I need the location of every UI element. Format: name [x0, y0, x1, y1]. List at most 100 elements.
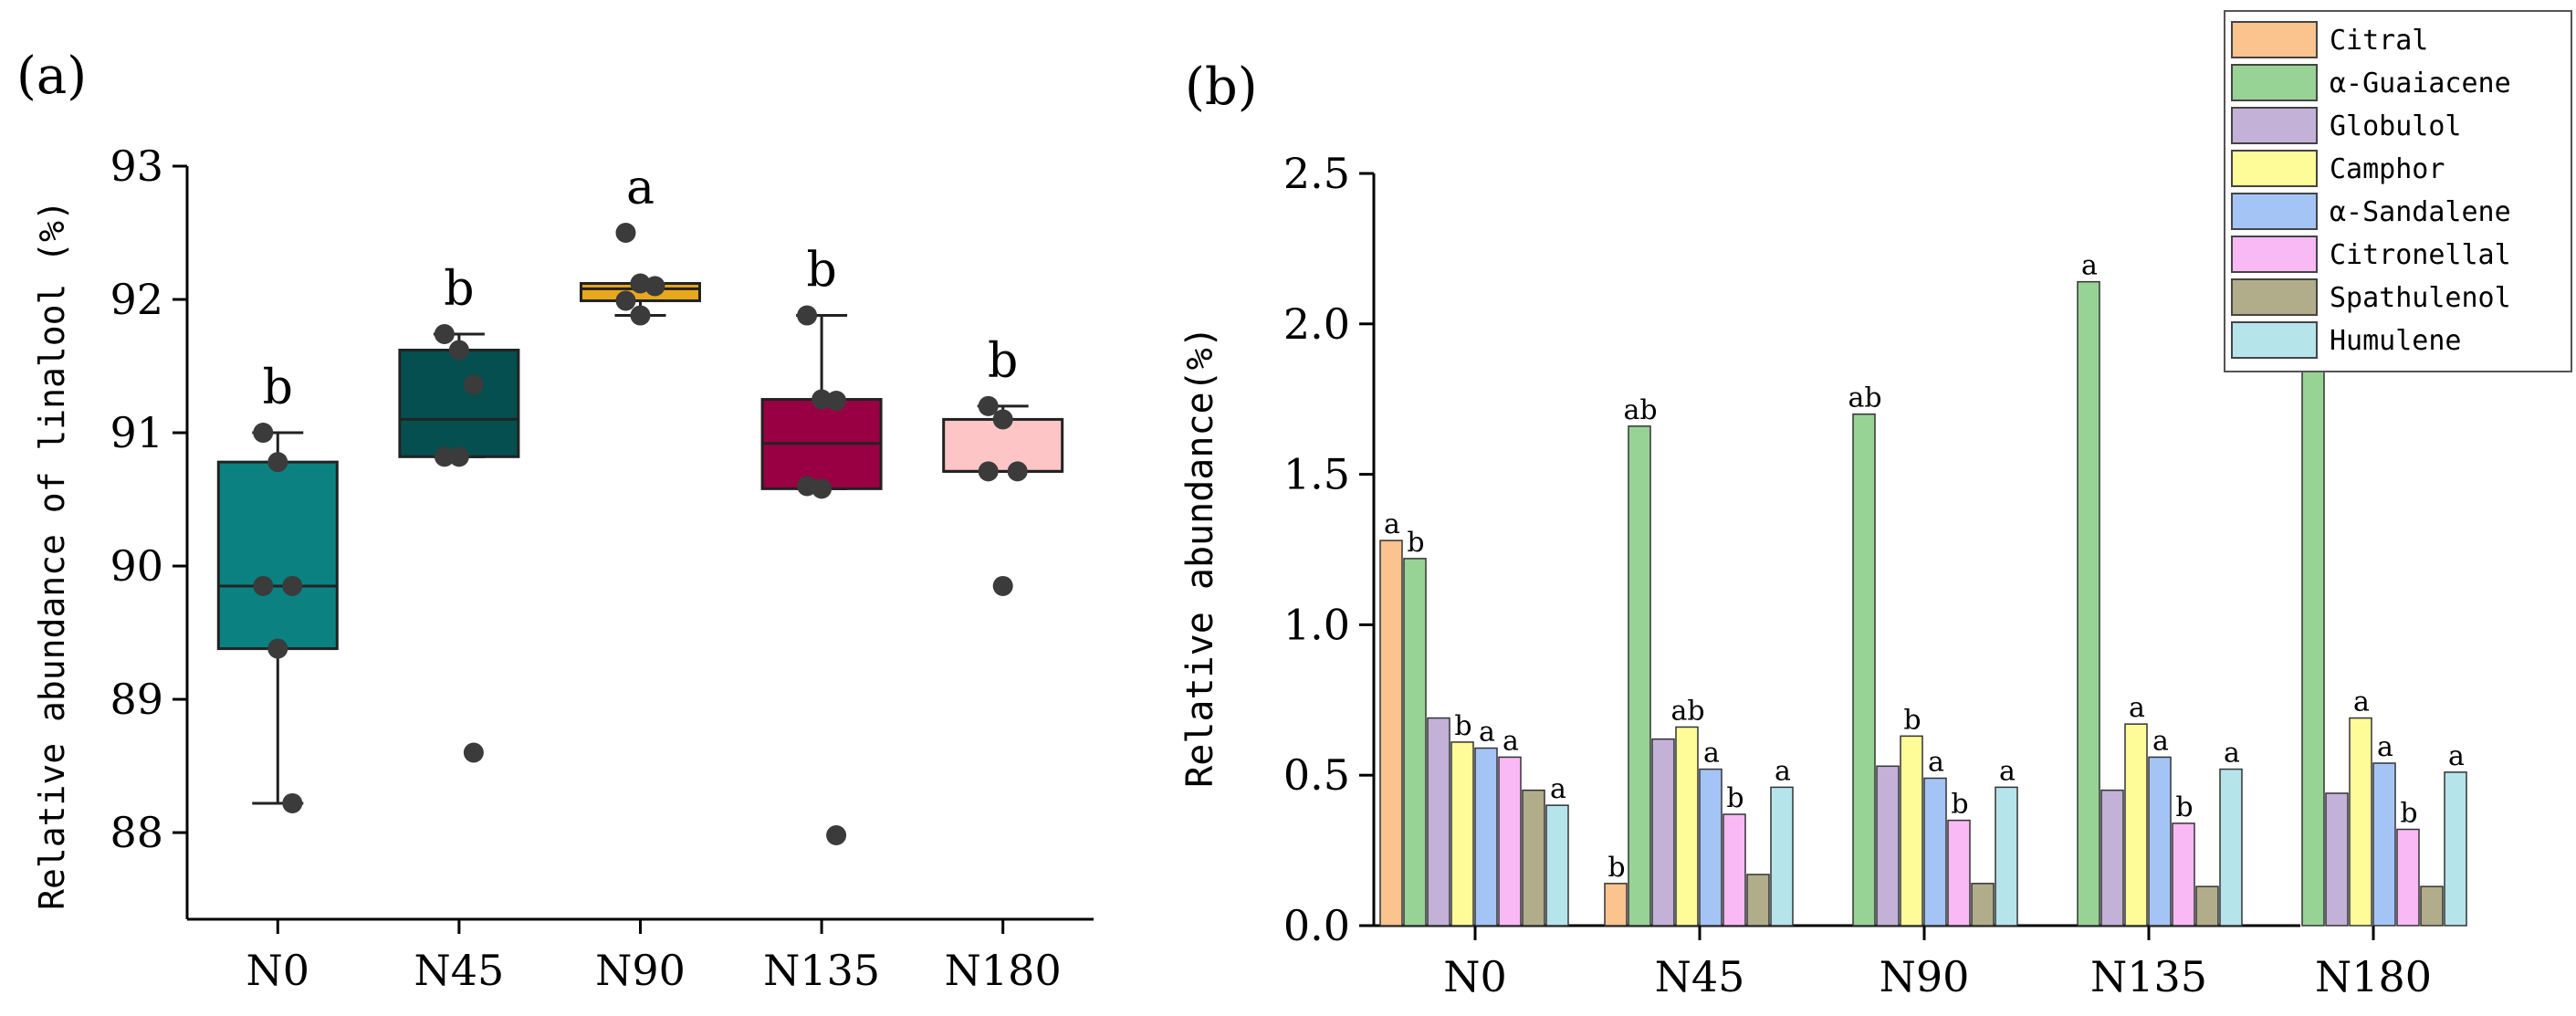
data-point	[463, 374, 484, 395]
y-tick-label: 89	[110, 675, 163, 724]
legend-label: α-Guaiacene	[2330, 68, 2511, 100]
data-point	[826, 825, 847, 846]
significance-letter: b	[444, 262, 474, 317]
legend-swatch	[2231, 193, 2318, 230]
bar-N90-3	[1900, 735, 1923, 927]
bar-N180-6	[2420, 885, 2444, 927]
y-tick-label: 2.5	[1283, 149, 1350, 198]
x-tick-label: N180	[2315, 952, 2432, 1001]
bar-N90-7	[1995, 786, 2018, 927]
y-tick-label: 92	[110, 275, 163, 324]
bar-N135-1	[2077, 280, 2100, 927]
x-tick-label: N0	[1443, 952, 1507, 1001]
bar-N0-3	[1450, 741, 1474, 927]
legend-label: Spathulenol	[2330, 282, 2511, 314]
bar-N90-1	[1852, 413, 1876, 927]
bar-N135-7	[2219, 768, 2243, 927]
x-tick-label: N45	[414, 946, 505, 995]
bar-N45-1	[1628, 425, 1651, 927]
x-tick-label: N45	[1655, 952, 1745, 1001]
bar-significance-letter: a	[2129, 692, 2145, 724]
data-point	[615, 223, 636, 244]
data-point	[978, 461, 999, 482]
bar-significance-letter: a	[1775, 755, 1791, 787]
data-point	[282, 792, 303, 813]
y-tick-label: 93	[110, 141, 163, 191]
legend-swatch	[2231, 321, 2318, 359]
data-point	[448, 340, 469, 361]
bar-N45-4	[1699, 768, 1723, 927]
data-point	[267, 638, 288, 659]
bar-N0-7	[1545, 804, 1569, 927]
data-point	[434, 323, 455, 344]
bar-N135-5	[2172, 822, 2195, 927]
data-point	[282, 575, 303, 596]
x-tick-label: N135	[763, 946, 880, 995]
bar-N45-2	[1651, 738, 1675, 927]
x-tick-label: N135	[2090, 952, 2207, 1001]
data-point	[992, 409, 1013, 430]
bar-N135-4	[2148, 756, 2172, 927]
bar-N45-5	[1723, 813, 1746, 927]
bar-N45-3	[1675, 726, 1699, 927]
bar-significance-letter: a	[1999, 755, 2016, 787]
significance-letter: b	[263, 361, 293, 415]
legend-swatch	[2231, 64, 2318, 101]
bar-significance-letter: a	[1479, 717, 1495, 749]
significance-letter: a	[626, 161, 654, 215]
bar-significance-letter: b	[1951, 789, 1968, 821]
panel-b-label: (b)	[1185, 58, 1258, 117]
data-point	[826, 390, 847, 411]
x-tick-label: N0	[246, 946, 310, 995]
legend-label: Humulene	[2330, 325, 2462, 357]
bar-N180-3	[2349, 717, 2372, 927]
y-tick-label: 90	[110, 541, 163, 591]
bar-N180-7	[2444, 771, 2467, 927]
panel-a-label: (a)	[16, 47, 87, 106]
bar-significance-letter: a	[2081, 250, 2098, 282]
y-tick-label: 1.0	[1283, 600, 1350, 649]
y-tick-label: 0.0	[1283, 901, 1350, 950]
bar-N0-6	[1522, 789, 1545, 927]
bar-significance-letter: a	[2152, 725, 2169, 757]
data-point	[812, 389, 832, 410]
bar-N135-2	[2100, 789, 2124, 927]
data-point	[644, 276, 665, 297]
data-point	[253, 423, 274, 444]
bar-significance-letter: b	[1903, 704, 1921, 736]
bar-significance-letter: ab	[1623, 394, 1657, 426]
bar-N180-2	[2325, 792, 2349, 927]
box-N0	[216, 460, 339, 651]
y-tick-label: 91	[110, 408, 163, 457]
data-point	[463, 742, 484, 763]
data-point	[448, 446, 469, 467]
bar-significance-letter: a	[1703, 738, 1720, 770]
data-point	[978, 395, 999, 416]
legend-swatch	[2231, 21, 2318, 58]
bar-significance-letter: a	[2353, 686, 2370, 718]
panel-a-y-axis-label: Relative abundance of linalool (%)	[32, 200, 72, 910]
legend-swatch	[2231, 278, 2318, 316]
legend-label: Citral	[2330, 25, 2428, 57]
legend-label: Citronellal	[2330, 239, 2511, 271]
bar-significance-letter: b	[2400, 798, 2417, 830]
bar-significance-letter: ab	[1670, 695, 1704, 727]
significance-letter: b	[988, 334, 1018, 389]
y-tick-label: 88	[110, 808, 163, 857]
bar-significance-letter: a	[2448, 740, 2465, 772]
data-point	[812, 478, 832, 499]
legend-swatch	[2231, 150, 2318, 187]
data-point	[1007, 461, 1028, 482]
bar-N180-4	[2372, 762, 2396, 927]
data-point	[434, 446, 455, 467]
bar-N0-2	[1427, 717, 1450, 927]
bar-N0-1	[1403, 558, 1427, 927]
bar-significance-letter: a	[2377, 731, 2393, 763]
bar-N45-0	[1604, 883, 1628, 927]
x-tick-label: N180	[945, 946, 1062, 995]
y-tick-label: 1.5	[1283, 450, 1350, 499]
panel-b-barchart: (b) Relative abundance(%) 0.0 0.5 1.0 1.5 2.…	[1179, 10, 2572, 1001]
bar-significance-letter: b	[1407, 527, 1424, 559]
x-tick-label: N90	[1880, 952, 1970, 1001]
bar-N180-1	[2301, 289, 2325, 927]
